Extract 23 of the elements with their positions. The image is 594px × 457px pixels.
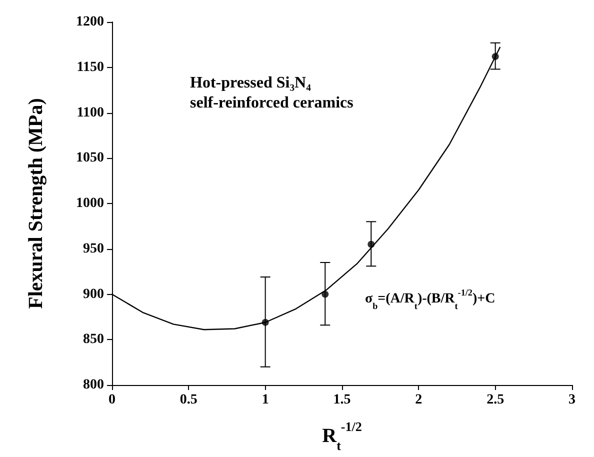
x-tick-label: 1 [262, 392, 269, 408]
y-tick-label: 1100 [76, 105, 104, 120]
y-tick-label: 1150 [76, 60, 104, 75]
y-tick-label: 1200 [76, 14, 104, 30]
annotation: Hot-pressed Si₃N₄ [190, 74, 312, 92]
x-tick-label: 3 [568, 392, 576, 408]
point [368, 240, 375, 248]
point [262, 318, 269, 326]
y-tick-label: 950 [83, 241, 104, 256]
y-tick-label: 900 [83, 286, 104, 302]
point [322, 290, 329, 298]
annotation: self-reinforced ceramics [190, 94, 354, 112]
x-tick-label: 0.5 [180, 392, 198, 408]
point [492, 52, 499, 60]
y-tick-label: 1000 [76, 196, 104, 211]
x-tick-label: 2.5 [486, 392, 504, 408]
y-tick-label: 850 [83, 332, 104, 348]
y-tick-label: 1050 [76, 150, 104, 166]
y-axis-title: Flexural Strength (MPa) [25, 98, 47, 309]
y-tick-label: 800 [83, 378, 104, 392]
x-tick-label: 2 [415, 392, 422, 408]
x-tick-label: 1.5 [333, 392, 351, 408]
x-tick-label: 0 [108, 392, 116, 408]
